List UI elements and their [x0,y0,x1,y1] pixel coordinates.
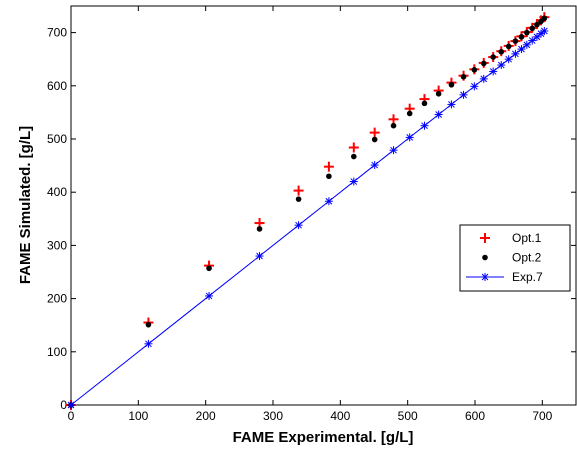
data-point [67,401,75,409]
data-point [529,25,536,32]
x-tick-label: 700 [532,409,552,423]
y-tick-label: 200 [47,292,67,306]
data-point [295,196,302,202]
data-point [540,27,549,36]
data-point [326,173,332,180]
data-point [145,321,152,328]
legend-marker [480,233,490,243]
x-tick-label: 500 [398,409,418,423]
series-layer [66,12,550,410]
legend-label: Exp.7 [512,270,543,284]
data-point [435,90,442,97]
data-point [497,61,506,70]
data-point [351,153,357,160]
x-tick-label: 100 [128,409,148,423]
y-tick-label: 400 [47,185,67,199]
data-point [534,21,540,28]
legend-marker [482,254,488,261]
y-tick-label: 600 [47,79,67,93]
data-point [323,161,334,172]
data-point [518,34,525,40]
data-point [420,121,429,130]
legend-item: Opt.1 [480,231,542,245]
data-point [479,74,488,83]
legend-item: Opt.2 [482,251,542,265]
data-point [406,110,413,117]
data-point [505,43,512,50]
data-point [517,45,526,54]
data-point [471,67,478,73]
data-point [255,252,264,261]
y-tick-label: 700 [47,26,67,40]
x-axis-title: FAME Experimental. [g/L] [233,429,414,446]
data-point [293,185,304,196]
data-point [369,127,380,138]
data-point [470,82,479,91]
data-point [489,67,498,76]
x-tick-label: 200 [196,409,216,423]
data-point [541,15,548,22]
data-point [504,55,513,64]
legend: Opt.1 Opt.2 Exp.7 [459,224,571,292]
axes: 0 100 200 300 400 500 600 700 0 100 200 300 400 500 60… [47,6,576,423]
data-point [522,40,531,49]
data-point [480,60,487,67]
data-point [294,221,303,230]
data-point [349,177,358,186]
y-axis-title: FAME Simulated. [g/L] [17,126,34,284]
data-point [528,36,537,45]
data-point [459,90,468,99]
data-point [324,197,333,206]
legend-label: Opt.2 [512,251,542,265]
data-point [390,122,397,129]
data-point [460,73,467,80]
data-point [434,110,443,119]
y-tick-label: 500 [47,132,67,146]
data-point [348,142,359,153]
y-tick-label: 300 [47,238,67,252]
legend-box [459,224,571,292]
data-point [389,146,398,155]
data-point [371,136,378,143]
series-exp-7 [67,27,549,409]
data-point [498,48,505,55]
y-tick-label: 100 [47,345,67,359]
legend-marker [481,273,489,281]
data-point [447,100,456,109]
data-point [511,49,520,58]
x-tick-label: 0 [68,409,75,423]
data-point [421,100,428,107]
data-point [405,133,414,142]
x-tick-label: 600 [465,409,485,423]
legend-item: Exp.7 [466,270,543,284]
data-point [524,29,530,36]
series-opt-2 [68,15,548,408]
data-point [490,54,496,60]
x-tick-label: 300 [263,409,283,423]
data-point [388,114,399,125]
data-point [144,339,153,348]
data-point [532,32,541,41]
data-point [206,265,212,272]
legend-label: Opt.1 [512,231,542,245]
data-point [512,38,519,44]
data-point [448,81,455,88]
y-tick-label: 0 [60,398,67,412]
data-point [370,161,379,170]
data-point [256,226,263,232]
x-tick-label: 400 [330,409,350,423]
data-point [205,291,214,300]
